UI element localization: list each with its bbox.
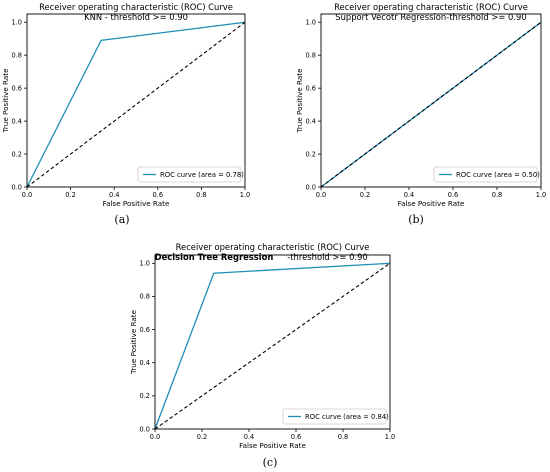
- y-tick-label: 0.2: [140, 392, 151, 400]
- chart-subtitle: KNN - threshold >= 0.90: [84, 12, 188, 22]
- x-tick-label: 0.8: [196, 191, 207, 199]
- legend-label: ROC curve (area = 0.50): [456, 171, 540, 179]
- panel-decision-tree: Receiver operating characteristic (ROC) …: [129, 242, 395, 450]
- y-tick-label: 0.2: [12, 150, 23, 158]
- chart-title: Receiver operating characteristic (ROC) …: [39, 2, 233, 12]
- y-tick-label: 0.4: [12, 117, 23, 125]
- x-tick-label: 0.2: [360, 191, 371, 199]
- chart-subtitle: Decision Tree Regression: [155, 252, 274, 262]
- panel-svr: Receiver operating characteristic (ROC) …: [295, 2, 546, 208]
- x-tick-label: 0.0: [316, 191, 327, 199]
- roc-curve-line: [26, 21, 246, 188]
- y-tick-label: 0.0: [140, 425, 151, 433]
- x-tick-label: 0.6: [448, 191, 459, 199]
- x-tick-label: 0.6: [153, 191, 164, 199]
- x-tick-label: 0.4: [244, 433, 255, 441]
- chart-subtitle: Support Vecotr Regression-threshold >= 0…: [335, 12, 526, 22]
- x-tick-label: 1.0: [385, 433, 396, 441]
- diagonal-reference-line: [26, 21, 246, 188]
- roc-curve-line: [154, 262, 391, 430]
- caption-a: (a): [114, 213, 129, 226]
- chart-title: Receiver operating characteristic (ROC) …: [176, 242, 370, 252]
- y-axis-label: True Positive Rate: [1, 68, 10, 134]
- x-axis-label: False Positive Rate: [239, 441, 306, 450]
- y-tick-label: 1.0: [306, 19, 317, 27]
- y-axis-label: True Positive Rate: [295, 68, 304, 134]
- chart-subtitle-threshold: -threshold >= 0.90: [287, 252, 367, 262]
- y-tick-label: 0.4: [306, 117, 317, 125]
- x-tick-label: 0.4: [109, 191, 120, 199]
- plot-frame: [26, 13, 246, 188]
- plot-frame: [320, 13, 542, 188]
- x-tick-label: 0.0: [150, 433, 161, 441]
- x-tick-label: 0.0: [22, 191, 33, 199]
- y-tick-label: 0.0: [306, 183, 317, 191]
- x-tick-label: 0.4: [404, 191, 415, 199]
- y-tick-label: 1.0: [12, 19, 23, 27]
- x-axis-label: False Positive Rate: [398, 199, 465, 208]
- caption-b: (b): [408, 213, 424, 226]
- chart-title: Receiver operating characteristic (ROC) …: [334, 2, 528, 12]
- y-tick-label: 0.6: [140, 326, 151, 334]
- x-tick-label: 0.8: [338, 433, 349, 441]
- plot-frame: [154, 254, 391, 430]
- diagonal-reference-line: [154, 262, 391, 430]
- x-axis-label: False Positive Rate: [103, 199, 170, 208]
- y-tick-label: 0.2: [306, 150, 317, 158]
- y-tick-label: 0.4: [140, 359, 151, 367]
- x-tick-label: 0.6: [291, 433, 302, 441]
- x-tick-label: 1.0: [240, 191, 251, 199]
- y-tick-label: 0.8: [306, 51, 317, 59]
- y-axis-label: True Positive Rate: [129, 309, 138, 375]
- y-tick-label: 0.6: [306, 84, 317, 92]
- y-tick-label: 0.0: [12, 183, 23, 191]
- y-tick-label: 1.0: [140, 260, 151, 268]
- caption-c: (c): [263, 456, 278, 469]
- legend-label: ROC curve (area = 0.84): [305, 413, 389, 421]
- roc-curve-line: [320, 21, 542, 188]
- x-tick-label: 0.2: [197, 433, 208, 441]
- legend-label: ROC curve (area = 0.78): [160, 171, 244, 179]
- x-tick-label: 0.2: [65, 191, 76, 199]
- y-tick-label: 0.8: [12, 51, 23, 59]
- diagonal-reference-line: [320, 21, 542, 188]
- legend-box: [282, 408, 387, 425]
- legend-box: [137, 166, 242, 183]
- panel-knn: Receiver operating characteristic (ROC) …: [1, 2, 250, 208]
- legend-box: [433, 166, 538, 183]
- x-tick-label: 0.8: [492, 191, 503, 199]
- x-tick-label: 1.0: [536, 191, 547, 199]
- y-tick-label: 0.6: [12, 84, 23, 92]
- y-tick-label: 0.8: [140, 293, 151, 301]
